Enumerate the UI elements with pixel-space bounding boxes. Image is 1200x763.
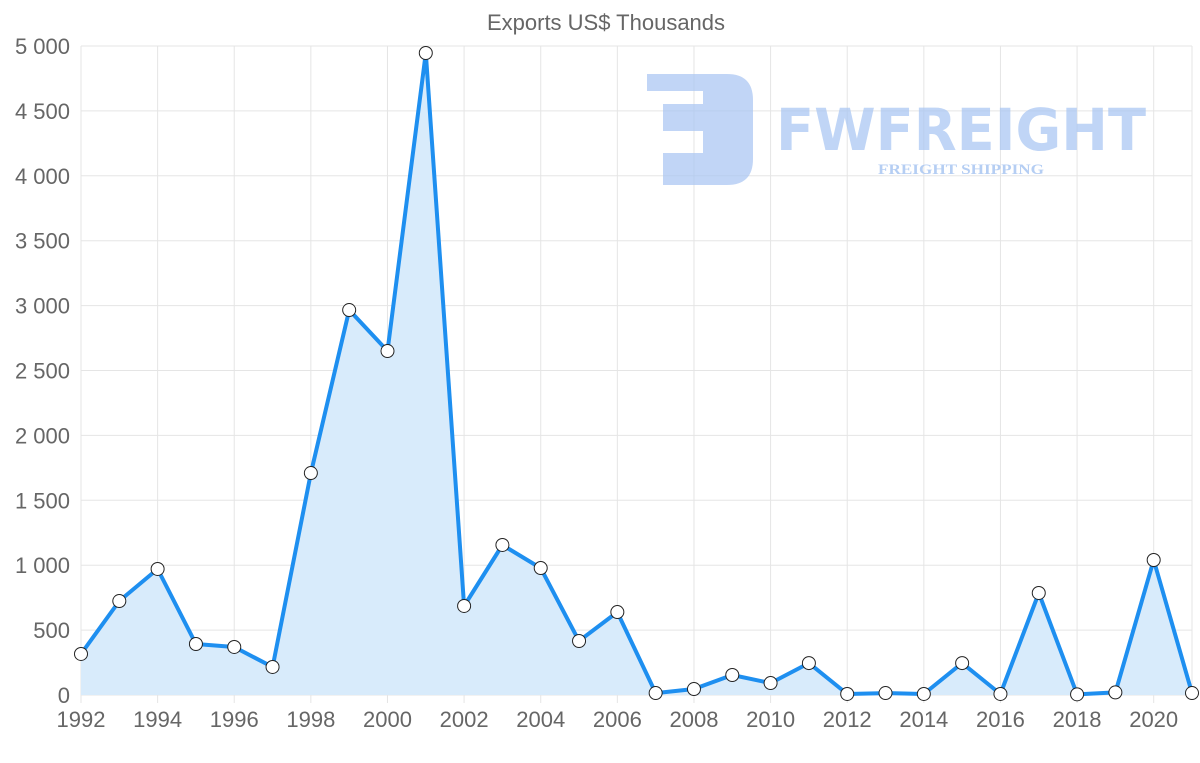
series-line-path xyxy=(79,51,1194,697)
x-tick-label: 2000 xyxy=(363,707,412,732)
data-point[interactable] xyxy=(74,646,88,661)
data-point[interactable] xyxy=(150,561,165,576)
y-tick-label: 1 500 xyxy=(15,488,70,513)
data-point[interactable] xyxy=(1185,686,1199,701)
x-tick-label: 2002 xyxy=(440,707,489,732)
y-tick-label: 4 500 xyxy=(15,99,70,124)
data-point[interactable] xyxy=(1146,553,1161,568)
data-point[interactable] xyxy=(112,594,127,609)
y-tick-label: 5 000 xyxy=(15,34,70,59)
watermark-tagline: FREIGHT SHIPPING xyxy=(878,162,1044,178)
y-tick-label: 2 500 xyxy=(15,359,70,384)
data-point[interactable] xyxy=(725,668,740,683)
x-tick-label: 2016 xyxy=(976,707,1025,732)
data-point[interactable] xyxy=(993,686,1008,701)
x-tick-label: 2004 xyxy=(516,707,565,732)
x-tick-label: 1994 xyxy=(133,707,182,732)
data-point[interactable] xyxy=(1031,585,1046,600)
x-axis-ticks: 1992 1994 1996 1998 2000 2002 2004 2006 2008 2010… xyxy=(57,707,1179,732)
x-tick-label: 2020 xyxy=(1129,707,1178,732)
y-tick-label: 3 000 xyxy=(15,294,70,319)
y-tick-label: 500 xyxy=(33,618,70,643)
series-line xyxy=(79,51,1194,697)
data-point[interactable] xyxy=(418,46,433,61)
y-tick-label: 1 000 xyxy=(15,553,70,578)
y-tick-label: 2 000 xyxy=(15,423,70,448)
data-points xyxy=(74,46,1199,702)
data-point[interactable] xyxy=(342,303,357,318)
grid xyxy=(80,45,1193,703)
data-point[interactable] xyxy=(303,466,318,481)
data-point[interactable] xyxy=(1070,687,1085,702)
y-tick-label: 4 000 xyxy=(15,164,70,189)
y-tick-label: 3 500 xyxy=(15,229,70,254)
data-point[interactable] xyxy=(572,634,587,649)
x-tick-label: 1992 xyxy=(57,707,106,732)
x-tick-label: 2010 xyxy=(746,707,795,732)
x-tick-label: 2012 xyxy=(823,707,872,732)
data-point[interactable] xyxy=(763,676,778,691)
x-tick-label: 1998 xyxy=(286,707,335,732)
x-tick-label: 2014 xyxy=(899,707,948,732)
data-point[interactable] xyxy=(610,605,625,620)
watermark-logo: FWFREIGHT FREIGHT SHIPPING xyxy=(647,74,1146,185)
data-point[interactable] xyxy=(955,656,970,671)
y-axis-ticks: 0 500 1 000 1 500 2 000 2 500 3 000 3 500 4 000 4… xyxy=(15,34,70,708)
x-tick-label: 2018 xyxy=(1053,707,1102,732)
area-fill xyxy=(81,53,1192,695)
data-point[interactable] xyxy=(188,636,203,651)
data-point[interactable] xyxy=(265,659,280,674)
data-point[interactable] xyxy=(227,639,242,654)
x-tick-label: 2006 xyxy=(593,707,642,732)
data-point[interactable] xyxy=(878,686,893,701)
data-point[interactable] xyxy=(457,598,472,613)
data-point[interactable] xyxy=(916,686,931,701)
x-tick-label: 1996 xyxy=(210,707,259,732)
data-point[interactable] xyxy=(380,344,395,359)
x-tick-label: 2008 xyxy=(669,707,718,732)
logo-mark-icon xyxy=(647,74,753,185)
watermark-brand: FWFREIGHT xyxy=(776,96,1146,164)
data-point[interactable] xyxy=(801,656,816,671)
data-point[interactable] xyxy=(533,561,548,576)
data-point[interactable] xyxy=(686,682,701,697)
data-point[interactable] xyxy=(495,537,510,552)
data-point[interactable] xyxy=(648,686,663,701)
data-point[interactable] xyxy=(1108,685,1123,700)
area-fill-path xyxy=(81,53,1192,695)
y-tick-label: 0 xyxy=(58,683,70,708)
chart-title: Exports US$ Thousands xyxy=(487,10,725,35)
data-point[interactable] xyxy=(840,686,855,701)
